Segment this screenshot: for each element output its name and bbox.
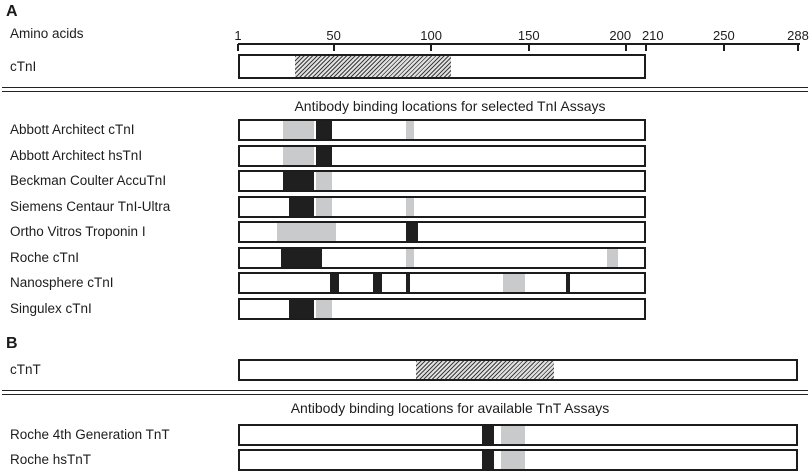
hatched-region (294, 56, 451, 77)
axis-tick (625, 44, 628, 51)
axis-baseline (238, 43, 800, 45)
axis-tick (527, 44, 530, 51)
epitope-mark-black (280, 249, 322, 267)
ctnt-protein-bar (238, 359, 798, 381)
assay-bar (238, 449, 798, 471)
epitope-mark-black (288, 300, 315, 318)
amino-acids-axis-title: Amino acids (10, 26, 84, 41)
assay-bar (238, 298, 646, 320)
epitope-mark-black (481, 426, 494, 444)
assay-bar (238, 424, 798, 446)
axis-tick (430, 44, 433, 51)
epitope-mark-gray (501, 451, 525, 469)
axis-tick-label: 288 (787, 28, 809, 43)
axis-tick (722, 44, 725, 51)
assay-label: Roche 4th Generation TnT (10, 427, 170, 442)
axis-tick-label: 50 (326, 28, 341, 43)
axis-tick-label: 150 (517, 28, 540, 43)
assay-bar (238, 221, 646, 243)
axis-tick-label: 250 (712, 28, 735, 43)
epitope-mark-gray (316, 300, 332, 318)
tni-section-header: Antibody binding locations for selected … (294, 98, 606, 114)
epitope-mark-gray (503, 274, 525, 292)
epitope-mark-gray (316, 198, 332, 216)
assay-bar (238, 145, 646, 167)
axis-tick (644, 44, 647, 51)
separator-a (2, 87, 808, 92)
epitope-mark-black (405, 223, 418, 241)
epitope-mark-black (316, 121, 332, 139)
assay-bar (238, 119, 646, 141)
epitope-mark-gray (282, 147, 315, 165)
epitope-mark-black (481, 451, 494, 469)
assay-label: Roche cTnI (10, 250, 80, 265)
panel-a-label: A (6, 3, 18, 20)
axis-tick-label: 210 (641, 28, 664, 43)
panel-b-label: B (6, 335, 18, 352)
ctnt-protein-label: cTnT (10, 362, 41, 377)
epitope-mark-gray (405, 198, 414, 216)
axis-tick (797, 44, 799, 51)
assay-label: Ortho Vitros Troponin I (10, 224, 146, 239)
axis-tick-label: 1 (234, 28, 242, 43)
hatched-region (415, 361, 555, 379)
ctni-protein-bar (238, 54, 646, 79)
assay-label: Abbott Architect cTnI (10, 122, 135, 137)
assay-bar (238, 196, 646, 218)
epitope-mark-black (316, 147, 332, 165)
epitope-mark-black (565, 274, 570, 292)
epitope-mark-black (329, 274, 340, 292)
axis-tick (237, 44, 239, 51)
epitope-mark-gray (282, 121, 315, 139)
epitope-mark-gray (606, 249, 619, 267)
ctni-protein-label: cTnI (10, 59, 37, 74)
epitope-mark-gray (277, 223, 336, 241)
epitope-mark-gray (501, 426, 525, 444)
epitope-mark-gray (316, 172, 332, 190)
axis-tick-label: 100 (420, 28, 442, 43)
assay-label: Roche hsTnT (10, 452, 92, 467)
assay-label: Siemens Centaur TnI-Ultra (10, 199, 171, 214)
assay-bar (238, 247, 646, 269)
epitope-mark-black (282, 172, 315, 190)
assay-label: Beckman Coulter AccuTnI (10, 173, 167, 188)
assay-label: Abbott Architect hsTnI (10, 148, 143, 163)
epitope-mark-gray (405, 249, 414, 267)
epitope-mark-gray (405, 121, 414, 139)
axis-tick (332, 44, 335, 51)
tnt-section-header: Antibody binding locations for available… (290, 400, 610, 416)
assay-bar (238, 170, 646, 192)
epitope-mark-black (405, 274, 410, 292)
separator-b (2, 390, 808, 395)
epitope-mark-black (372, 274, 383, 292)
epitope-mark-black (288, 198, 315, 216)
assay-label: Singulex cTnI (10, 301, 92, 316)
assay-label: Nanosphere cTnI (10, 275, 114, 290)
axis-tick-label: 200 (609, 28, 632, 43)
assay-bar (238, 272, 646, 294)
